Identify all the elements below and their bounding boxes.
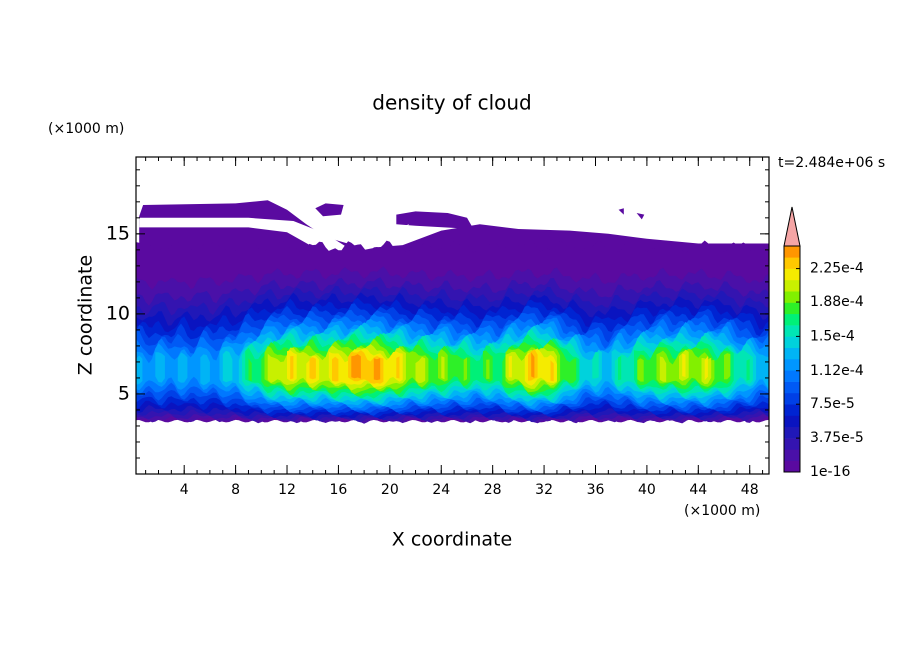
cloud-patch: [396, 211, 474, 229]
colorbar-swatch: [784, 268, 800, 281]
y-tick-label: 5: [118, 382, 130, 404]
x-axis-label: X coordinate: [392, 529, 512, 551]
x-tick-label: 4: [180, 482, 189, 498]
colorbar-swatch: [784, 438, 800, 450]
colorbar-swatch: [784, 392, 800, 405]
contour-band: [200, 354, 210, 386]
contour-band: [659, 356, 667, 382]
y-tick-label: 15: [106, 222, 130, 244]
contour-band: [290, 356, 294, 380]
x-tick-label: 44: [689, 482, 707, 498]
colorbar-swatch: [784, 426, 800, 439]
contour-band: [463, 357, 467, 381]
colorbar-tick-label: 1.5e-4: [810, 328, 855, 344]
cloud-patch: [636, 213, 645, 220]
contour-band: [486, 359, 490, 379]
plot-frame: [135, 156, 770, 475]
colorbar-swatch: [784, 381, 800, 394]
y-axis-label: Z coordinate: [75, 255, 97, 375]
time-annotation: t=2.484e+06 s: [778, 155, 885, 171]
contour-band: [618, 356, 622, 381]
contour-band: [724, 353, 731, 380]
cloud-patch: [315, 203, 344, 217]
colorbar-tick-label: 2.25e-4: [810, 261, 864, 277]
contour-band: [177, 352, 188, 383]
contour-band: [396, 356, 400, 379]
x-tick-label: 48: [741, 482, 759, 498]
contour-band: [682, 353, 686, 377]
colorbar-swatch: [784, 370, 800, 382]
x-tick-label: 16: [330, 482, 348, 498]
colorbar-swatch: [784, 302, 800, 315]
x-unit: (×1000 m): [684, 503, 760, 519]
colorbar-tick-label: 3.75e-5: [810, 430, 864, 446]
contour-band: [592, 351, 599, 379]
contour-band: [222, 350, 233, 383]
contour-band: [637, 358, 644, 382]
contour-band: [332, 356, 339, 382]
colorbar-swatch: [784, 404, 800, 416]
clear-patch: [344, 224, 410, 250]
colorbar-swatch: [784, 415, 800, 428]
colorbar-swatch: [784, 291, 800, 303]
x-tick-label: 28: [484, 482, 502, 498]
y-unit: (×1000 m): [48, 121, 124, 137]
contour-band: [309, 357, 316, 380]
contour-band: [704, 356, 708, 381]
x-tick-label: 36: [587, 482, 605, 498]
x-tick-label: 12: [278, 482, 296, 498]
colorbar-frame: [783, 245, 801, 473]
clear-patch: [139, 217, 422, 282]
colorbar-tick-label: 1e-16: [810, 464, 850, 480]
contour-field: [136, 200, 769, 424]
colorbar-swatch: [784, 336, 800, 348]
x-tick-label: 32: [535, 482, 553, 498]
contour-band: [441, 356, 445, 380]
contour-band: [351, 354, 361, 379]
x-tick-label: 8: [231, 482, 240, 498]
colorbar-tick-label: 1.88e-4: [810, 294, 864, 310]
contour-band: [373, 358, 381, 381]
contour-band: [550, 360, 554, 382]
x-tick-label: 24: [432, 482, 450, 498]
colorbar-swatch: [784, 246, 800, 258]
colorbar-swatch: [784, 347, 800, 360]
colorbar-swatch: [784, 313, 800, 326]
x-tick-label: 40: [638, 482, 656, 498]
colorbar-swatch: [784, 460, 800, 473]
contour-band: [531, 352, 535, 378]
contour-band: [508, 355, 512, 378]
cloud-patch: [618, 208, 624, 215]
colorbar-swatch: [784, 279, 800, 292]
colorbar-tick-label: 7.5e-5: [810, 396, 855, 412]
colorbar-swatch: [784, 325, 800, 337]
y-tick-label: 10: [106, 302, 130, 324]
contour-band: [155, 352, 165, 383]
contour-band: [746, 359, 750, 381]
x-tick-label: 20: [381, 482, 399, 498]
chart-title: density of cloud: [372, 91, 531, 115]
contour-band: [415, 356, 426, 384]
contour-band: [248, 358, 252, 382]
contour-band: [136, 355, 143, 385]
colorbar-swatch: [784, 359, 800, 371]
colorbar-swatch: [784, 449, 800, 461]
colorbar-swatch: [784, 257, 800, 269]
colorbar-tick-label: 1.12e-4: [810, 363, 864, 379]
